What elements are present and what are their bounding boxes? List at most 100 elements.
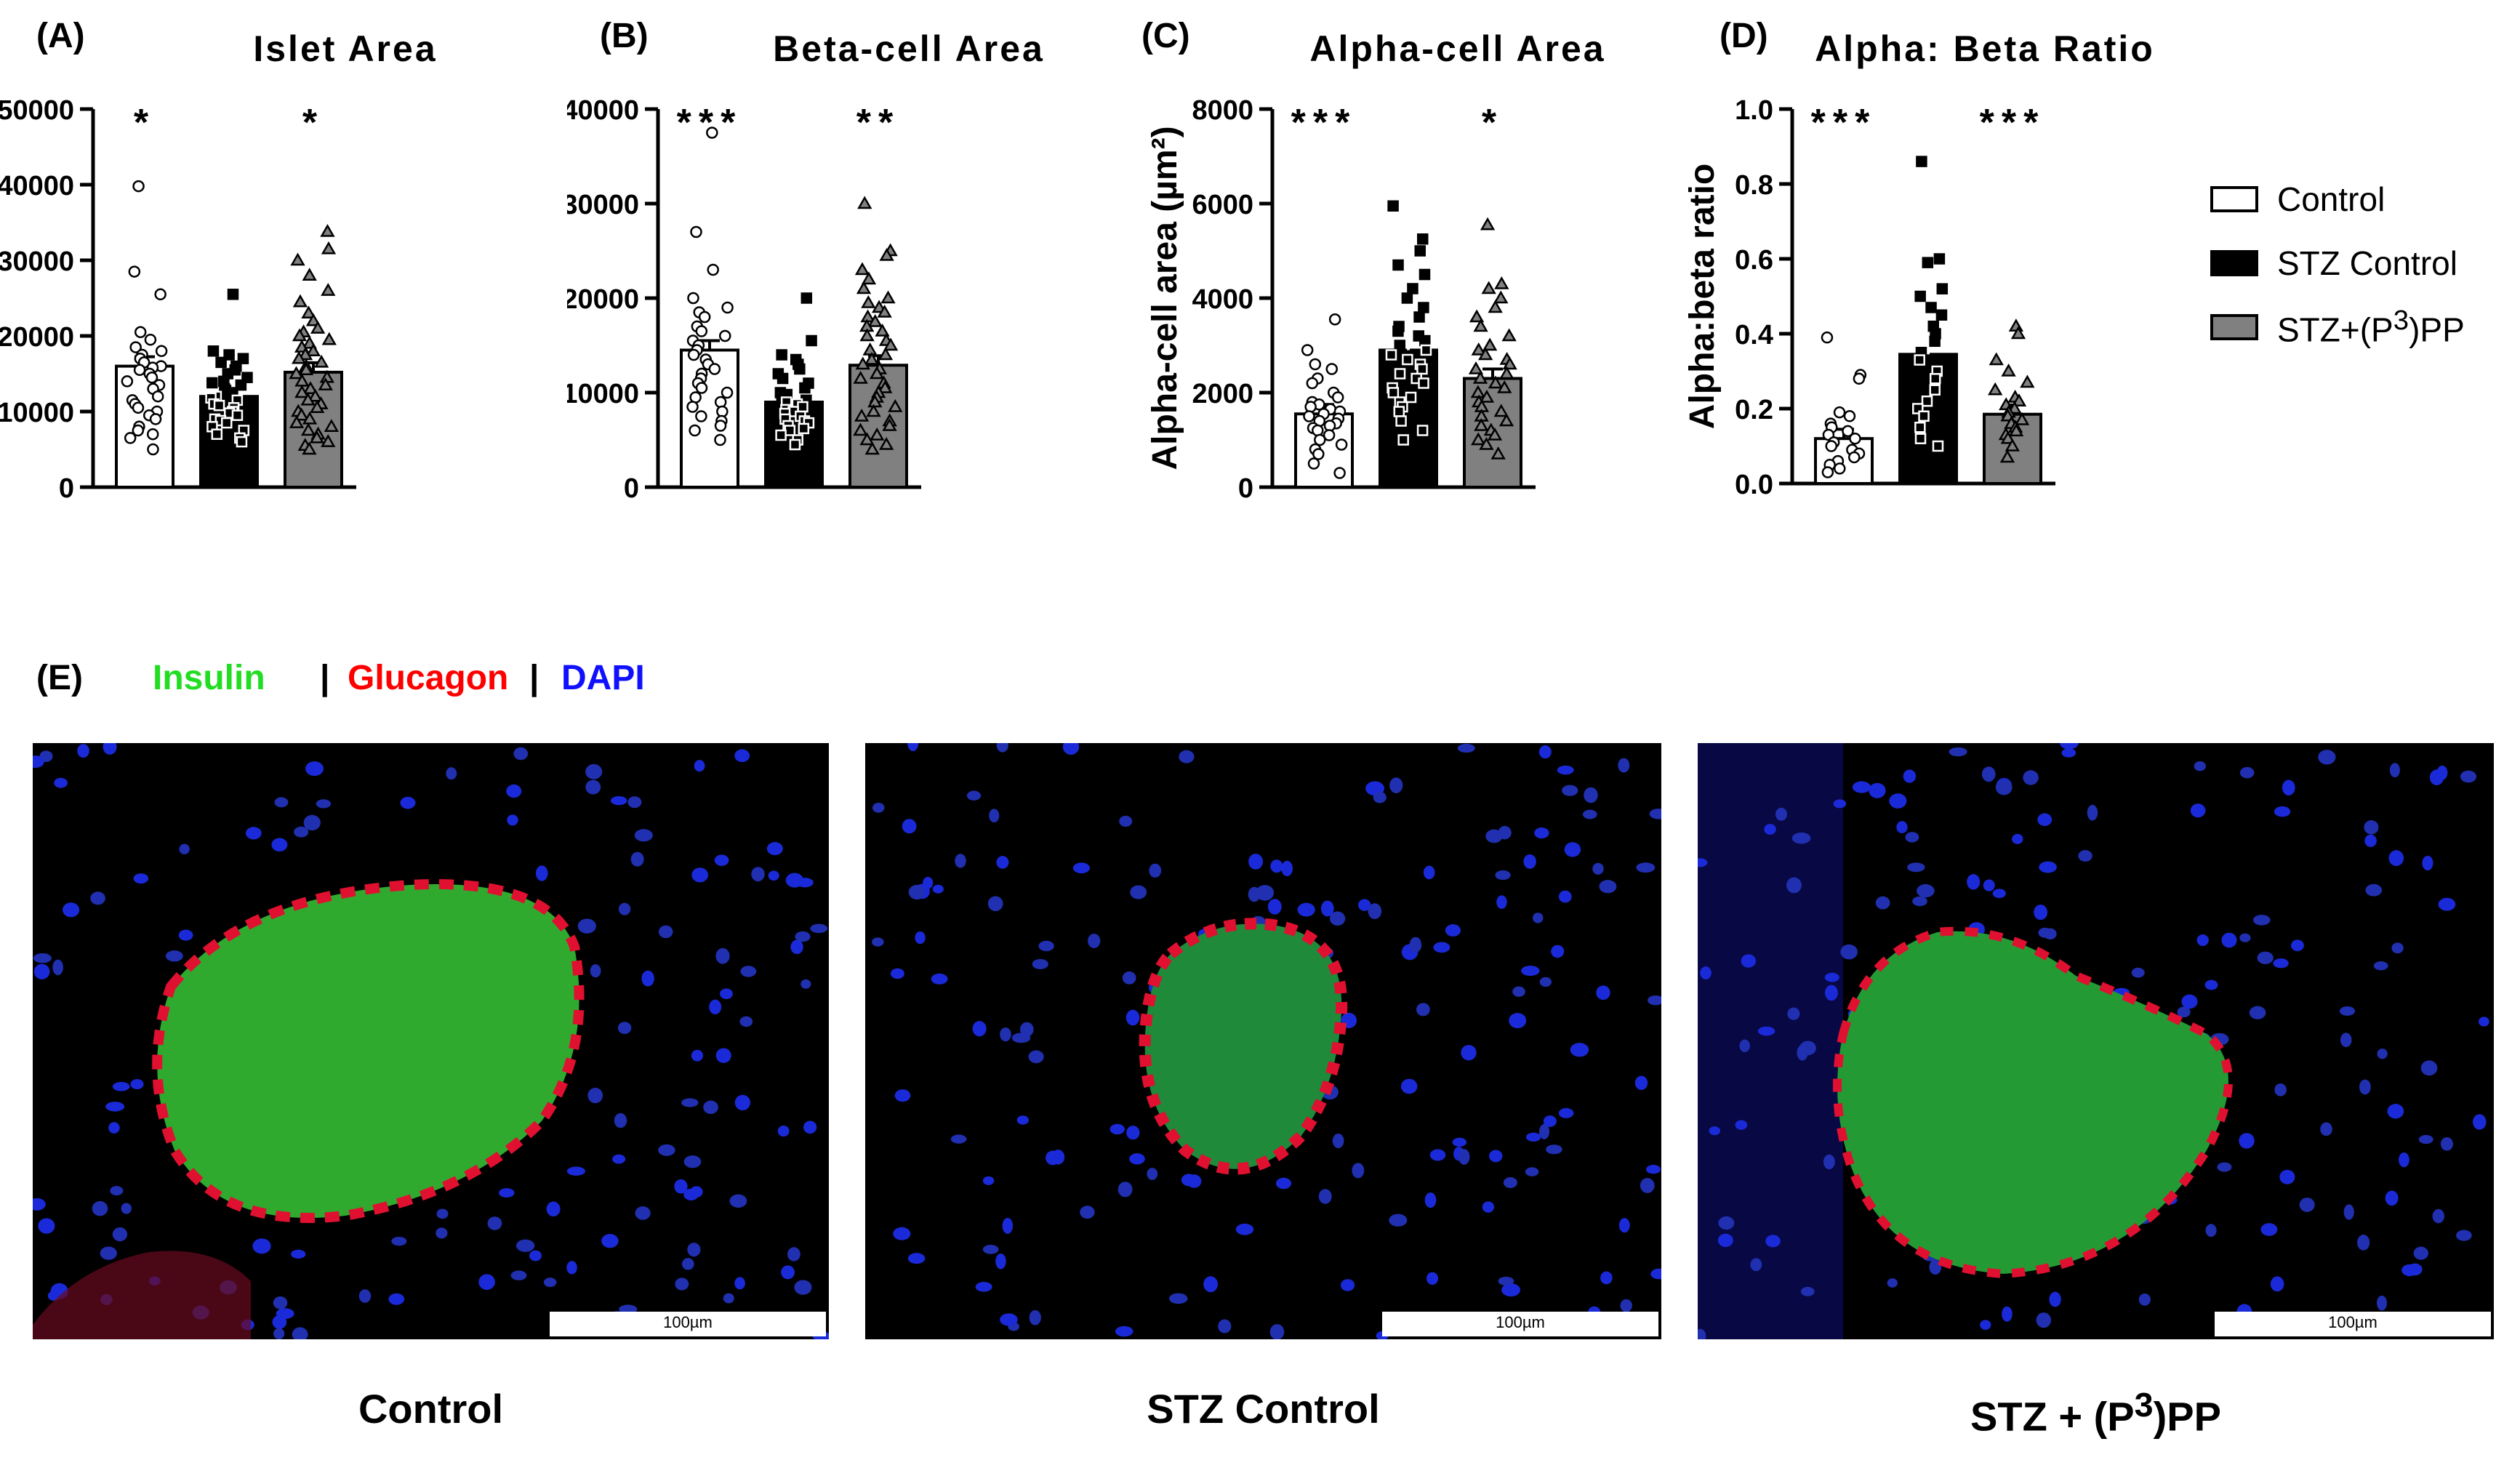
data-point [147,443,159,456]
legend-swatch-control [2210,186,2258,212]
data-point [300,422,316,436]
data-point [154,288,166,301]
data-point [294,385,310,398]
dapi-nucleus [252,1238,271,1254]
data-point [1413,311,1425,323]
dapi-nucleus [1980,1320,1991,1330]
data-point [302,441,317,455]
dapi-nucleus [1525,1167,1539,1176]
dapi-nucleus [1600,1271,1613,1285]
dapi-nucleus [691,867,709,883]
data-point [1497,380,1512,393]
y-tick-label: 30000 [0,246,74,277]
data-point [1499,366,1514,380]
dapi-nucleus [1645,1165,1661,1174]
dapi-nucleus [1389,1214,1408,1227]
data-point [708,363,721,375]
data-point [853,422,868,436]
dapi-nucleus [740,966,757,977]
dapi-nucleus [1539,976,1552,987]
data-point [2001,363,2016,377]
dapi-nucleus [658,1144,675,1156]
dapi-nucleus [2387,1104,2404,1119]
data-point [859,432,875,446]
dapi-nucleus [1248,886,1261,902]
data-point [1387,200,1399,212]
data-point [2011,393,2027,406]
dapi-nucleus [1764,824,1776,835]
data-point [1929,384,1941,396]
dapi-nucleus [1875,896,1890,910]
data-point [718,329,731,342]
data-point [1307,457,1320,470]
dapi-nucleus [683,1155,702,1168]
dapi-nucleus [1433,942,1450,953]
data-point [1914,354,1925,366]
dapi-nucleus [316,799,332,809]
data-point [308,388,323,402]
dapi-nucleus [714,854,729,866]
data-point [1392,325,1404,337]
data-point [227,289,239,300]
dapi-nucleus [1046,1150,1060,1166]
data-point [1490,446,1506,460]
stain-label-insulin: Insulin [153,659,265,697]
data-point [305,343,321,357]
dapi-nucleus [2429,769,2444,785]
dapi-nucleus [54,777,68,788]
data-point [294,407,309,421]
data-point [1405,391,1417,404]
dapi-nucleus [2038,927,2052,938]
dapi-nucleus [1423,865,1435,880]
dapi-nucleus [617,1022,632,1035]
dapi-nucleus [794,1280,812,1295]
bar-chart-beta-cell-area: Beta-cell area (µm²)01000020000300004000… [567,95,921,504]
dapi-nucleus [1512,986,1525,997]
dapi-nuclei [872,743,1661,1339]
dapi-nucleus [872,937,884,947]
tissue-red-region [33,1251,251,1339]
dapi-nucleus [436,1227,448,1239]
dapi-nucleus [100,1246,117,1260]
dapi-nucleus [1410,936,1421,950]
data-point [687,292,699,305]
micrograph-control-image [33,743,829,1339]
dapi-nucleus [1117,1182,1133,1198]
dapi-nucleus [2364,834,2377,847]
dapi-nucleus [1765,1235,1781,1248]
significance-marker: *** [1811,102,1877,144]
dapi-nucleus [274,797,289,808]
dapi-nucleus [2239,933,2251,942]
dapi-nucleus [1115,1325,1133,1337]
data-point [1306,377,1319,390]
dapi-nucleus [2440,1137,2454,1151]
legend-item-stz-control: STZ Control [2210,231,2465,295]
data-point [880,290,896,304]
dapi-nucleus [1373,791,1387,803]
dapi-nucleus [1168,1293,1188,1304]
data-point [1303,410,1315,422]
data-point [777,372,789,385]
dapi-nucleus [627,796,642,809]
data-point [1478,347,1493,361]
data-point [1469,309,1485,323]
dapi-nucleus [723,1293,734,1304]
data-point [1916,156,1927,167]
data-point [129,341,142,353]
dapi-nucleus [566,1261,577,1275]
data-point [1914,433,1927,444]
dapi-nucleus [2039,861,2057,873]
data-point [289,415,305,428]
dapi-nucleus [1599,880,1617,894]
dapi-nucleus [112,1227,128,1242]
dapi-nucleus [52,959,63,976]
y-tick-label: 40000 [0,171,74,201]
dapi-nucleus [2037,813,2052,827]
data-point [1988,382,2003,396]
dapi-nucleus [1179,750,1195,763]
data-point [155,345,168,358]
y-tick-label: 0 [624,473,639,504]
dapi-nucleus [2034,905,2048,920]
dapi-nucleus [1791,832,1811,844]
dapi-nucleus [577,918,596,934]
